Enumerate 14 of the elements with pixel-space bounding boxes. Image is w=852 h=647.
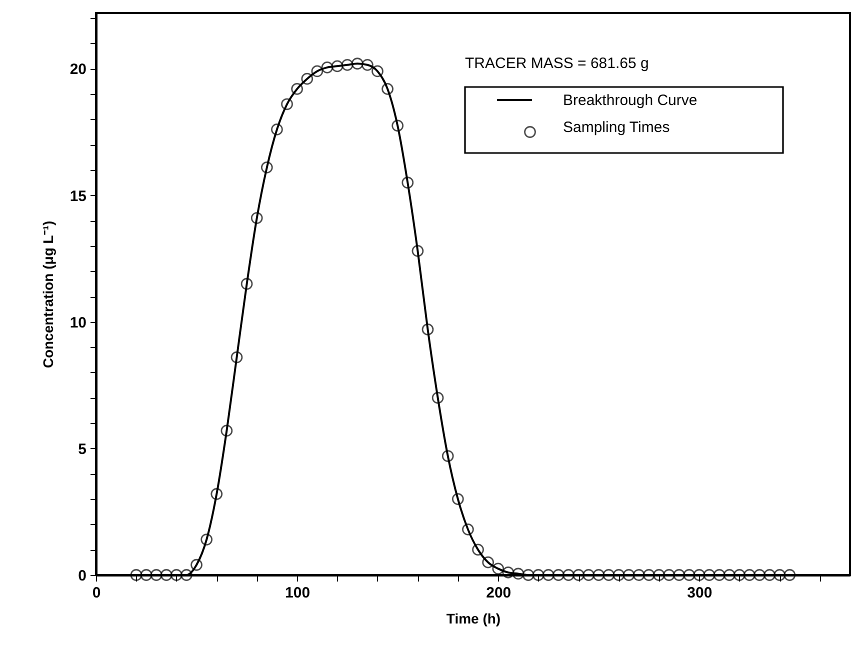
y-axis-title: Concentration (μg L⁻¹) <box>40 220 56 368</box>
y-tick-label: 5 <box>78 440 86 458</box>
legend-label: Sampling Times <box>563 119 670 136</box>
y-tick-label: 10 <box>70 314 86 332</box>
x-tick-label: 100 <box>285 584 310 602</box>
y-tick-label: 15 <box>70 188 86 205</box>
annotation: TRACER MASS = 681.65 g <box>465 55 649 72</box>
legend-label: Breakthrough Curve <box>563 92 698 109</box>
x-tick-label: 300 <box>687 584 712 602</box>
y-tick-label: 0 <box>78 568 86 584</box>
x-tick-label: 200 <box>486 584 512 602</box>
x-axis-title: Time (h) <box>446 610 501 626</box>
x-tick-label: 0 <box>92 584 101 602</box>
y-tick-label: 20 <box>70 61 86 78</box>
